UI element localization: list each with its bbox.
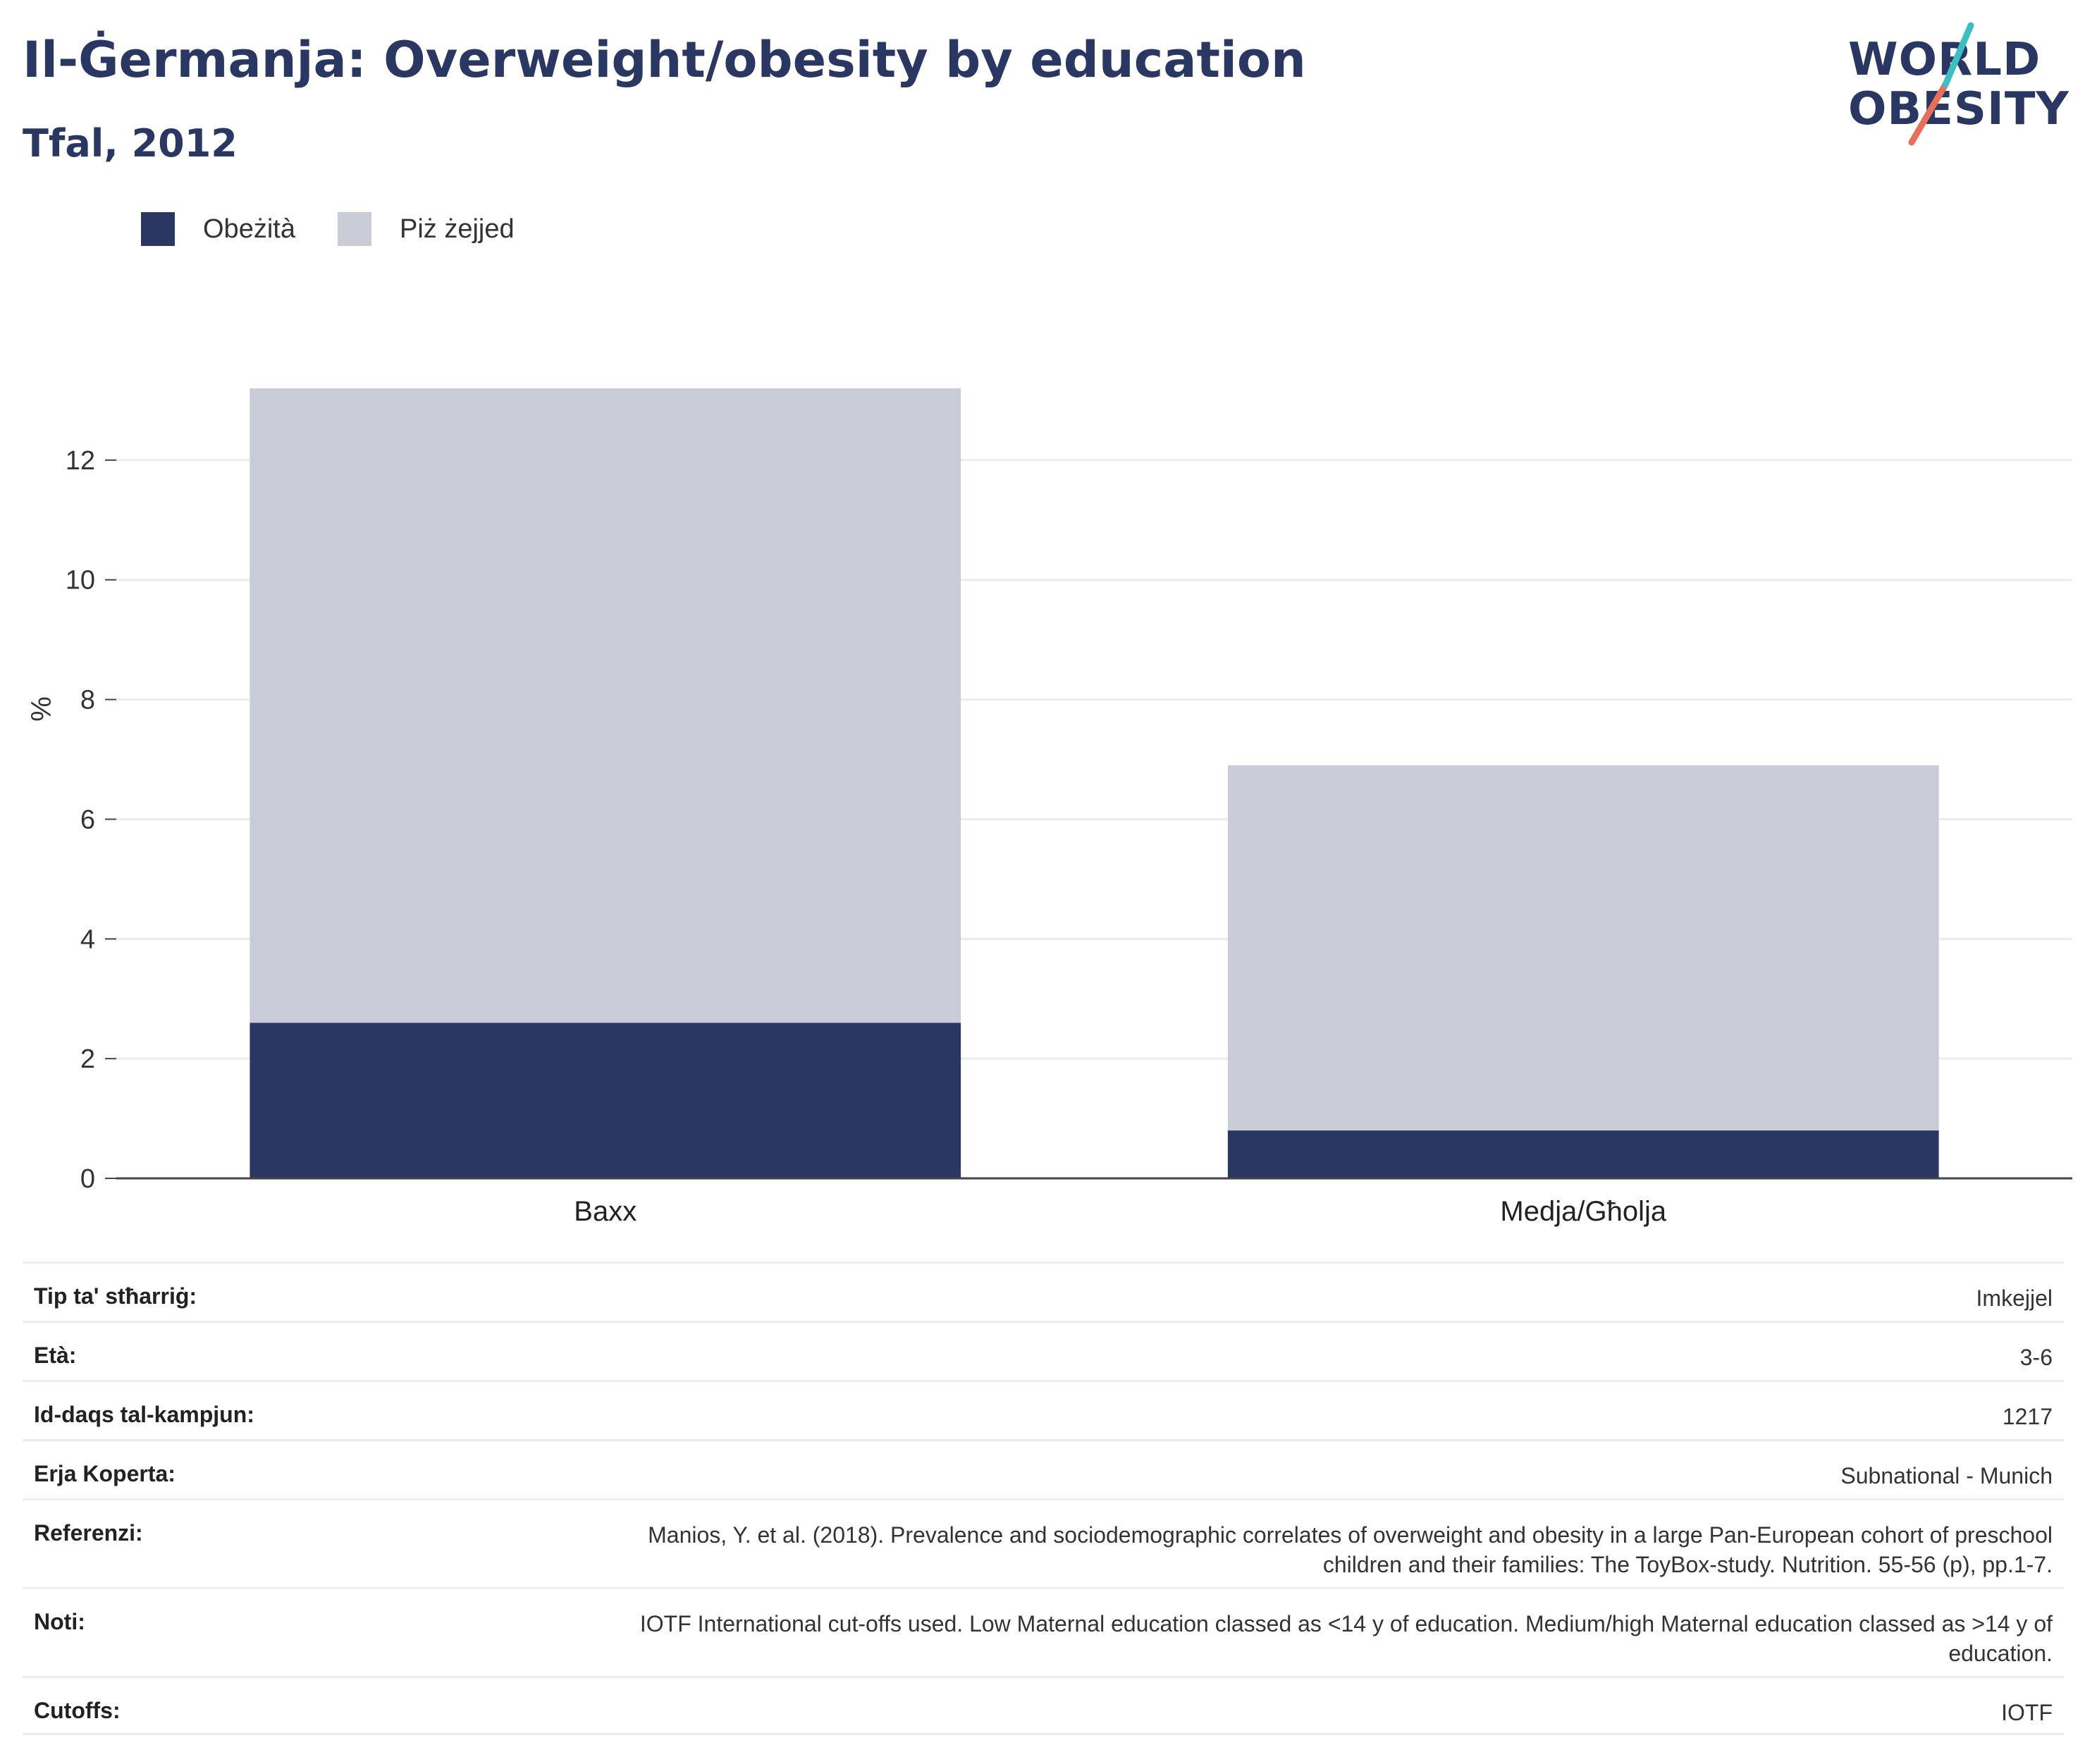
y-tick-label: 4 — [80, 925, 95, 954]
info-value: Manios, Y. et al. (2018). Prevalence and… — [648, 1522, 2053, 1577]
logo-word-world: WORLD — [1848, 34, 2041, 86]
info-row: Id-daqs tal-kampjun: 1217 — [23, 1380, 2064, 1439]
chart-legend: Obeżità Piż żejjed — [141, 211, 557, 247]
y-tick-label: 10 — [66, 566, 95, 596]
info-label: Tip ta' stħarriġ: — [34, 1283, 197, 1309]
bar-overweight — [250, 388, 961, 1023]
info-row: Noti: IOTF International cut-offs used. L… — [23, 1587, 2064, 1676]
info-value: IOTF — [2001, 1700, 2053, 1725]
y-axis-label: % — [26, 696, 57, 722]
page-subtitle: Tfal, 2012 — [23, 121, 238, 166]
info-value: 1217 — [2002, 1404, 2053, 1429]
legend-swatch-overweight — [337, 212, 371, 246]
info-row: Tip ta' stħarriġ: Imkejjel — [23, 1262, 2064, 1321]
info-row: Età: 3-6 — [23, 1321, 2064, 1380]
legend-item-obese[interactable]: Obeżità — [141, 212, 295, 246]
x-tick-label: Medja/Għolja — [1500, 1196, 1666, 1227]
info-label: Cutoffs: — [34, 1698, 121, 1723]
y-tick-label: 0 — [80, 1164, 95, 1194]
bar-obese — [250, 1023, 961, 1178]
y-tick-label: 12 — [66, 446, 95, 476]
legend-label-overweight: Piż żejjed — [399, 214, 515, 244]
bar-overweight — [1227, 765, 1939, 1131]
y-tick-label: 8 — [80, 686, 95, 715]
info-row: Cutoffs: IOTF — [23, 1676, 2064, 1735]
x-tick-label: Baxx — [574, 1196, 636, 1227]
info-value: IOTF International cut-offs used. Low Ma… — [639, 1611, 2053, 1666]
info-label: Età: — [34, 1343, 77, 1368]
info-value: 3-6 — [2019, 1345, 2053, 1370]
info-label: Referenzi: — [34, 1520, 143, 1546]
y-tick-label: 6 — [80, 805, 95, 834]
legend-swatch-obese — [141, 212, 175, 246]
info-table: Tip ta' stħarriġ: Imkejjel Età: 3-6 Id-daqs … — [23, 1262, 2064, 1735]
bar-obese — [1227, 1130, 1939, 1178]
info-row: Erja Koperta: Subnational - Munich — [23, 1439, 2064, 1498]
y-tick-label: 2 — [80, 1044, 95, 1074]
info-value: Imkejjel — [1976, 1285, 2053, 1311]
page-title: Il-Ġermanja: Overweight/obesity by educa… — [23, 31, 1306, 89]
info-label: Noti: — [34, 1609, 85, 1634]
info-value: Subnational - Munich — [1840, 1463, 2053, 1488]
info-label: Id-daqs tal-kampjun: — [34, 1402, 254, 1427]
info-row: Referenzi: Manios, Y. et al. (2018). Prev… — [23, 1498, 2064, 1587]
legend-item-overweight[interactable]: Piż żejjed — [337, 212, 515, 246]
logo-slash-icon — [1908, 22, 1974, 146]
legend-label-obese: Obeżità — [203, 214, 295, 244]
logo-word-obesity: OBESITY — [1848, 83, 2069, 135]
bar-chart: 0 2 4 6 8 10 12% Baxx Medja/Għolja — [26, 388, 2072, 1227]
world-obesity-logo[interactable]: WORLD OBESITY — [1833, 21, 2072, 148]
info-label: Erja Koperta: — [34, 1461, 176, 1486]
